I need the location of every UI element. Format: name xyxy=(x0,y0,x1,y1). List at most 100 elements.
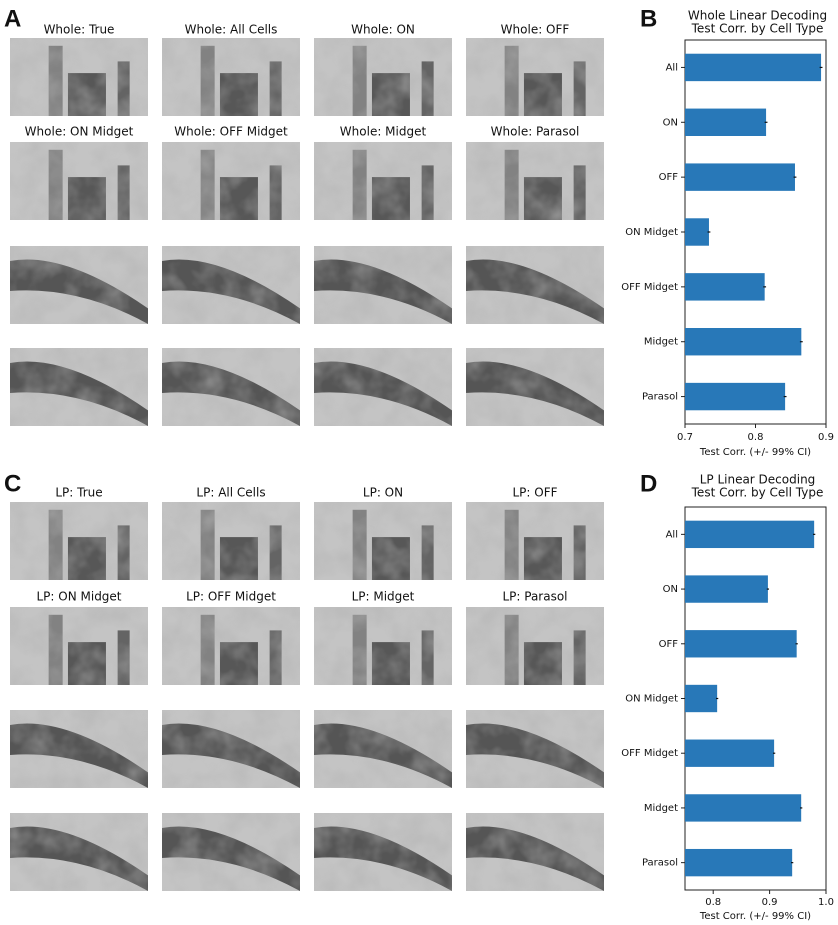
image-grain xyxy=(162,246,300,324)
image-grain xyxy=(314,348,452,426)
image-grain xyxy=(466,502,604,580)
x-tick-label: 0.7 xyxy=(677,432,693,443)
image xyxy=(466,710,604,788)
x-tick-label: 0.9 xyxy=(818,432,834,443)
y-tick-label: OFF Midget xyxy=(621,282,678,293)
bar xyxy=(685,273,765,300)
image xyxy=(466,38,604,116)
image xyxy=(10,813,148,891)
y-tick-label: ON xyxy=(663,117,678,128)
image-title: Whole: OFF xyxy=(501,23,570,37)
image xyxy=(162,348,300,426)
image xyxy=(10,502,148,580)
image xyxy=(314,246,452,324)
panel-label: B xyxy=(640,5,657,32)
image-grain xyxy=(466,348,604,426)
image xyxy=(466,246,604,324)
bar xyxy=(685,218,709,245)
x-tick-label: 1.0 xyxy=(818,897,834,908)
x-axis-label: Test Corr. (+/- 99% CI) xyxy=(699,447,811,458)
image-grain xyxy=(466,142,604,220)
image xyxy=(10,710,148,788)
bar xyxy=(685,575,768,602)
image-grain xyxy=(162,813,300,891)
image-grain xyxy=(162,607,300,685)
image-grain xyxy=(466,710,604,788)
image xyxy=(314,348,452,426)
image-grain xyxy=(10,348,148,426)
chart-title: Test Corr. by Cell Type xyxy=(691,486,824,500)
image xyxy=(162,813,300,891)
image-title: Whole: ON Midget xyxy=(25,125,134,139)
image-grain xyxy=(466,813,604,891)
image-title: Whole: ON xyxy=(351,23,415,37)
image xyxy=(162,710,300,788)
image xyxy=(162,38,300,116)
bar xyxy=(685,54,821,81)
bar xyxy=(685,630,797,657)
image-grain xyxy=(10,502,148,580)
panel-label: A xyxy=(4,5,21,32)
image-grain xyxy=(466,38,604,116)
image xyxy=(466,502,604,580)
x-tick-label: 0.9 xyxy=(762,897,778,908)
image-grain xyxy=(466,607,604,685)
image-grain xyxy=(10,813,148,891)
image xyxy=(314,38,452,116)
image xyxy=(466,142,604,220)
image-grain xyxy=(466,246,604,324)
panel-label: D xyxy=(640,470,657,497)
image-grain xyxy=(162,502,300,580)
image-title: LP: OFF xyxy=(512,486,557,500)
figure: AWhole: TrueWhole: All CellsWhole: ONWho… xyxy=(0,0,838,925)
image xyxy=(314,710,452,788)
image-grain xyxy=(162,142,300,220)
image xyxy=(10,246,148,324)
image-grain xyxy=(314,38,452,116)
image-grain xyxy=(10,607,148,685)
image-grain xyxy=(162,710,300,788)
image xyxy=(466,348,604,426)
image xyxy=(314,142,452,220)
image-grain xyxy=(162,38,300,116)
bar xyxy=(685,849,792,876)
bar xyxy=(685,383,785,410)
image xyxy=(162,502,300,580)
chart-title: LP Linear Decoding xyxy=(700,473,816,487)
bar xyxy=(685,163,795,190)
image xyxy=(314,502,452,580)
image-grain xyxy=(314,813,452,891)
image xyxy=(466,607,604,685)
y-tick-label: OFF xyxy=(659,639,679,650)
image xyxy=(466,813,604,891)
chart-title: Whole Linear Decoding xyxy=(688,9,827,23)
image xyxy=(10,607,148,685)
image-grain xyxy=(10,710,148,788)
image-title: LP: Midget xyxy=(352,590,415,604)
y-tick-label: ON Midget xyxy=(625,227,678,238)
image-grain xyxy=(314,607,452,685)
y-tick-label: Midget xyxy=(644,803,678,814)
image-grain xyxy=(314,246,452,324)
x-tick-label: 0.8 xyxy=(705,897,721,908)
y-tick-label: Parasol xyxy=(642,392,678,403)
bar xyxy=(685,685,717,712)
y-tick-label: All xyxy=(666,529,678,540)
x-tick-label: 0.8 xyxy=(748,432,764,443)
image-grain xyxy=(314,710,452,788)
y-tick-label: Midget xyxy=(644,337,678,348)
y-tick-label: Parasol xyxy=(642,858,678,869)
image xyxy=(10,38,148,116)
image-grain xyxy=(10,38,148,116)
y-tick-label: OFF Midget xyxy=(621,748,678,759)
y-tick-label: All xyxy=(666,62,678,73)
image xyxy=(314,607,452,685)
image-title: LP: True xyxy=(55,486,102,500)
bar xyxy=(685,328,801,355)
bar xyxy=(685,740,774,767)
bar xyxy=(685,794,801,821)
image-grain xyxy=(314,502,452,580)
image-title: LP: All Cells xyxy=(196,486,265,500)
bar xyxy=(685,109,766,136)
image-title: Whole: Parasol xyxy=(491,125,580,139)
